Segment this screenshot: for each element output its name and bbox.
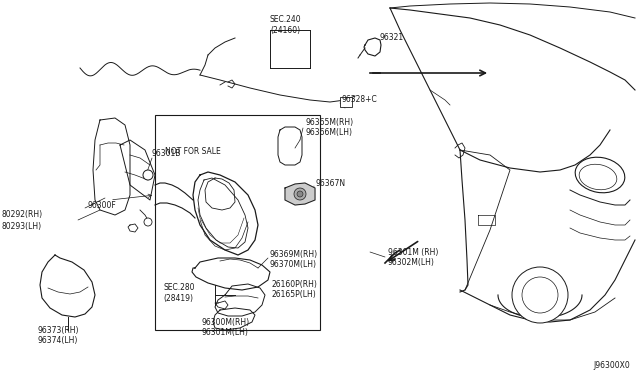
Ellipse shape <box>579 164 617 190</box>
Circle shape <box>297 191 303 197</box>
Text: J96300X0: J96300X0 <box>593 360 630 369</box>
Text: 96328+C: 96328+C <box>342 96 378 105</box>
Text: SEC.240: SEC.240 <box>269 16 301 25</box>
Text: (24160): (24160) <box>270 26 300 35</box>
Text: 96369M(RH): 96369M(RH) <box>270 250 318 260</box>
Text: 96366M(LH): 96366M(LH) <box>305 128 352 137</box>
Polygon shape <box>285 183 315 205</box>
Text: 96300F: 96300F <box>87 201 116 209</box>
Text: 26165P(LH): 26165P(LH) <box>272 291 317 299</box>
Circle shape <box>143 170 153 180</box>
Ellipse shape <box>575 157 625 193</box>
Bar <box>340 97 352 107</box>
Bar <box>155 115 320 330</box>
Text: 26160P(RH): 26160P(RH) <box>272 280 318 289</box>
Text: 96321: 96321 <box>380 33 404 42</box>
Text: 96373(RH): 96373(RH) <box>38 326 79 334</box>
Text: 96374(LH): 96374(LH) <box>38 336 78 344</box>
Text: 96301B: 96301B <box>152 148 181 157</box>
Circle shape <box>294 188 306 200</box>
Text: 80292(RH): 80292(RH) <box>2 211 43 219</box>
Text: 96301M (RH): 96301M (RH) <box>388 247 438 257</box>
Text: (28419): (28419) <box>163 294 193 302</box>
Circle shape <box>522 277 558 313</box>
Text: 96365M(RH): 96365M(RH) <box>305 118 353 126</box>
Text: 80293(LH): 80293(LH) <box>2 221 42 231</box>
Text: 96367N: 96367N <box>316 179 346 187</box>
Text: NOT FOR SALE: NOT FOR SALE <box>165 148 221 157</box>
Circle shape <box>512 267 568 323</box>
Circle shape <box>144 218 152 226</box>
Text: SEC.280: SEC.280 <box>163 283 195 292</box>
Text: 96300M(RH): 96300M(RH) <box>202 317 250 327</box>
Text: 96370M(LH): 96370M(LH) <box>270 260 317 269</box>
Text: 96302M(LH): 96302M(LH) <box>388 257 435 266</box>
Text: 96301M(LH): 96301M(LH) <box>202 327 249 337</box>
